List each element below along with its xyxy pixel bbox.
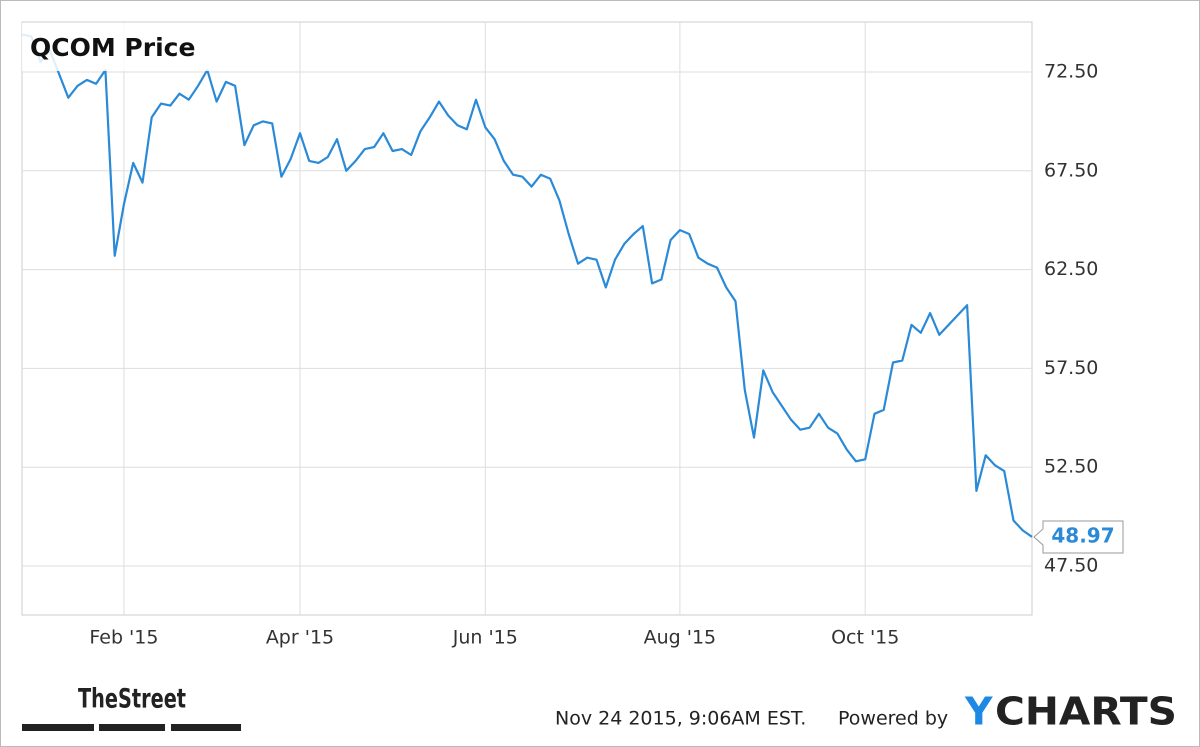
timestamp: Nov 24 2015, 9:06AM EST. [555, 708, 806, 730]
x-tick-label: Feb '15 [89, 627, 158, 649]
powered-by: Powered by [838, 708, 948, 730]
plot-area [21, 21, 1033, 616]
grid [22, 22, 1032, 615]
plot [21, 33, 1033, 538]
y-tick-label: 67.50 [1044, 159, 1098, 181]
value-label: 48.97 [1051, 523, 1114, 547]
labels: 47.50 52.50 57.50 62.50 67.50 72.50 Feb '15 Apr… [89, 60, 1124, 649]
x-tick-label: Apr '15 [266, 627, 334, 649]
brand-y: Y [964, 690, 993, 734]
brand-rest: CHARTS [995, 690, 1177, 734]
x-tick-label: Oct '15 [831, 627, 899, 649]
y-tick-label: 52.50 [1044, 456, 1098, 478]
y-tick-label: 62.50 [1044, 258, 1098, 280]
price-line [21, 33, 1033, 538]
logo-bar [22, 724, 94, 731]
y-tick-label: 47.50 [1044, 554, 1098, 576]
publisher-logo: TheStreet [78, 684, 186, 715]
value-label-box [1033, 520, 1124, 554]
chart-title: QCOM Price [30, 33, 195, 62]
title-box [22, 23, 250, 71]
y-tick-label: 57.50 [1044, 357, 1098, 379]
x-tick-label: Jun '15 [452, 627, 518, 649]
logo-bar [99, 724, 165, 731]
x-tick-label: Aug '15 [644, 627, 717, 649]
y-tick-label: 72.50 [1044, 60, 1098, 82]
logo-bar [171, 724, 241, 731]
